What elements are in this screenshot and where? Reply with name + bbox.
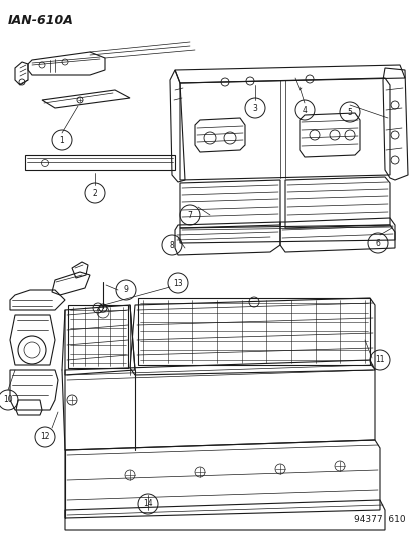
Text: 7: 7 <box>187 211 192 220</box>
Text: 11: 11 <box>374 356 384 365</box>
Text: 94377  610: 94377 610 <box>354 515 405 524</box>
Text: 8: 8 <box>169 240 174 249</box>
Text: 6: 6 <box>375 238 380 247</box>
Text: 2: 2 <box>93 189 97 198</box>
Text: 12: 12 <box>40 432 50 441</box>
Text: 4: 4 <box>302 106 307 115</box>
Text: 10: 10 <box>3 395 13 405</box>
Text: 9: 9 <box>123 286 128 295</box>
Text: 1: 1 <box>59 135 64 144</box>
Text: 5: 5 <box>347 108 351 117</box>
Text: 14: 14 <box>143 499 152 508</box>
Text: 13: 13 <box>173 279 183 287</box>
Text: IAN-610A: IAN-610A <box>8 14 74 27</box>
Text: 3: 3 <box>252 103 257 112</box>
